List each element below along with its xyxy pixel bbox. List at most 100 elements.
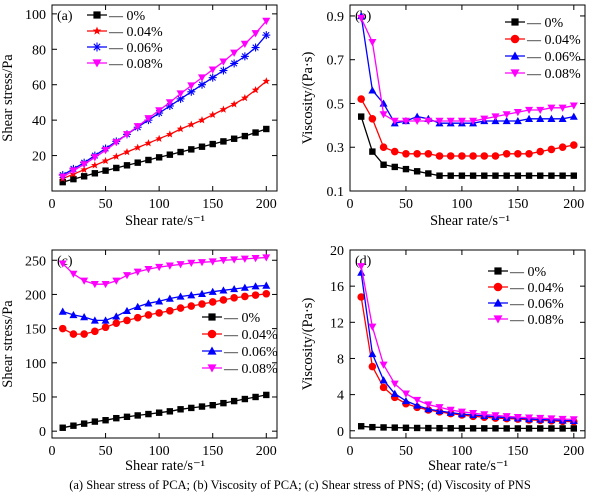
data-point (90, 316, 99, 324)
legend-label: — 0% (509, 265, 547, 280)
x-tick-label: 150 (507, 444, 528, 459)
data-point (525, 172, 533, 179)
data-point (401, 396, 410, 405)
data-point (379, 111, 388, 119)
chart-panel-b: 0 50 100 150 200 0.1 0.3 0.5 0.7 0.9 Shear rate/s⁻… (300, 4, 586, 229)
data-point (220, 67, 227, 74)
y-tick-label: 0.5 (327, 97, 345, 112)
y-tick-label: 0 (337, 425, 344, 440)
data-point (413, 168, 421, 175)
data-point (123, 162, 131, 169)
data-point (177, 95, 184, 103)
data-point (230, 60, 238, 67)
data-point (166, 408, 174, 415)
series-0.08% (58, 17, 271, 181)
data-point (537, 425, 544, 432)
legend-marker (510, 69, 520, 78)
legend-label: — 0.04% (526, 33, 581, 48)
data-point (469, 172, 477, 179)
series-0.06% (58, 281, 271, 324)
y-tick-label: 60 (32, 79, 46, 94)
y-tick-label: 250 (25, 254, 46, 269)
data-point (240, 40, 249, 48)
data-point (570, 172, 578, 179)
data-point (80, 165, 88, 173)
legend-marker (493, 282, 503, 292)
data-point (155, 297, 164, 305)
y-tick-label: 12 (330, 316, 344, 331)
data-point (502, 150, 511, 158)
data-point (187, 291, 196, 299)
series-0.04% (357, 95, 578, 160)
data-point (69, 167, 78, 175)
data-point (208, 298, 217, 306)
data-point (133, 302, 142, 310)
data-point (458, 152, 466, 160)
data-point (59, 178, 66, 186)
data-point (144, 139, 153, 147)
data-point (368, 362, 377, 371)
data-point (525, 414, 534, 422)
series-line (62, 256, 267, 285)
data-point (198, 259, 206, 267)
data-point (569, 112, 578, 120)
data-point (69, 270, 78, 278)
data-point (391, 163, 398, 171)
data-point (413, 401, 422, 409)
data-point (262, 289, 271, 298)
data-point (155, 154, 163, 161)
legend-label: — 0.06% (223, 345, 278, 360)
data-point (357, 263, 366, 271)
data-point (188, 88, 195, 96)
y-tick-label: 0.9 (327, 10, 345, 25)
data-point (176, 292, 185, 300)
data-point (480, 115, 489, 123)
data-point (198, 403, 206, 410)
y-axis-label: Viscosity/(Pa·s) (300, 298, 316, 391)
data-point (401, 117, 410, 125)
data-point (547, 104, 556, 112)
panel-label: (d) (355, 254, 372, 269)
data-point (263, 125, 270, 133)
data-point (208, 258, 217, 266)
data-point (252, 393, 259, 401)
data-point (145, 156, 152, 164)
data-point (145, 410, 152, 418)
data-point (198, 143, 206, 150)
data-point (58, 324, 67, 333)
data-point (220, 399, 227, 407)
legend-label: — 0% (526, 16, 564, 31)
y-tick-label: 0.7 (327, 54, 345, 69)
legend: — 0%— 0.04%— 0.06%— 0.08% (488, 265, 564, 328)
data-point (390, 117, 399, 125)
legend-marker (493, 298, 503, 307)
data-point (155, 309, 163, 317)
data-point (570, 425, 578, 432)
data-point (155, 409, 163, 416)
data-point (112, 139, 121, 147)
data-point (446, 152, 455, 160)
data-point (513, 109, 522, 117)
data-point (155, 134, 163, 142)
data-point (547, 114, 556, 122)
data-point (112, 152, 121, 160)
data-point (458, 425, 466, 432)
data-point (133, 313, 142, 322)
data-point (469, 409, 478, 418)
data-point (492, 172, 499, 179)
data-point (91, 161, 99, 169)
data-point (369, 148, 376, 155)
x-tick-label: 150 (202, 444, 223, 459)
data-point (220, 138, 227, 145)
data-point (380, 424, 387, 431)
y-tick-label: 20 (32, 150, 46, 165)
data-point (402, 165, 410, 173)
plot-frame (349, 4, 586, 192)
series-0% (357, 113, 578, 179)
data-point (58, 260, 67, 268)
data-point (90, 280, 99, 289)
data-point (379, 383, 388, 392)
x-tick-label: 0 (49, 444, 56, 459)
data-point (525, 114, 534, 122)
